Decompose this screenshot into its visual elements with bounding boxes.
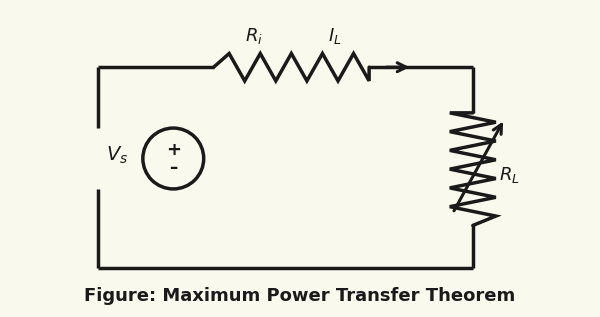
Text: $R_L$: $R_L$ <box>499 165 520 185</box>
Text: Figure: Maximum Power Transfer Theorem: Figure: Maximum Power Transfer Theorem <box>85 287 515 305</box>
Text: $R_i$: $R_i$ <box>245 26 263 46</box>
Text: +: + <box>166 141 181 159</box>
Text: –: – <box>169 159 178 177</box>
Text: $I_L$: $I_L$ <box>328 26 341 46</box>
Text: $V_s$: $V_s$ <box>106 145 128 166</box>
